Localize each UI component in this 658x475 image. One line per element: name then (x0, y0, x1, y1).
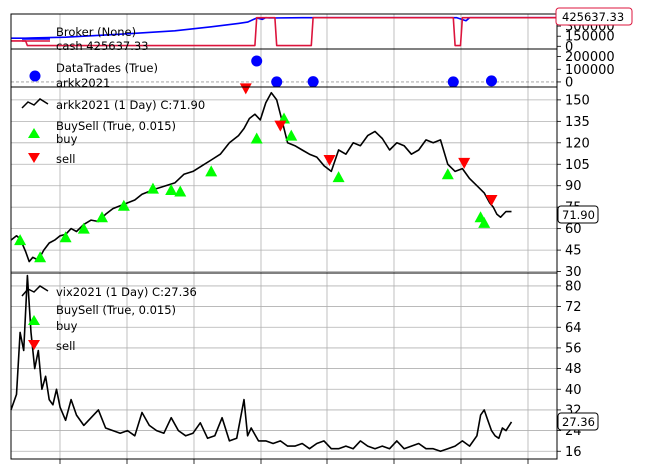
buy-marker (146, 182, 159, 194)
vix-legend: vix2021 (1 Day) C:27.36 BuySell (True, 0… (21, 285, 197, 353)
trade-point (447, 76, 459, 88)
vix-legend-buy: buy (56, 319, 78, 333)
buy-marker (441, 168, 454, 180)
arkk-panel: 1501351201059075604530 (10, 83, 590, 280)
trades-ytick-label: 100000 (565, 63, 615, 78)
broker-legend-cash: cash 425637.33 (56, 39, 149, 53)
broker-value-tag: 425637.33 (555, 7, 633, 26)
arkk-value-tag-text: 71.90 (562, 208, 595, 222)
vix-value-tag: 27.36 (557, 412, 599, 431)
vix-legend-buy-marker (28, 315, 40, 325)
arkk-legend-bs-title: BuySell (True, 0.015) (56, 119, 176, 133)
vix-legend-sell-marker (28, 340, 40, 350)
vix-ytick-label: 72 (565, 300, 582, 315)
arkk-ytick-label: 90 (565, 179, 582, 194)
broker-value-tag-text: 425637.33 (562, 10, 624, 24)
vix-ytick-label: 56 (565, 341, 582, 356)
vix-legend-title: vix2021 (1 Day) C:27.36 (56, 285, 197, 299)
buy-marker (34, 251, 47, 263)
sell-marker (458, 157, 471, 169)
trade-point (485, 75, 497, 87)
vix-ytick-label: 64 (565, 321, 582, 336)
arkk-value-tag: 71.90 (557, 205, 599, 224)
vix-frame (10, 272, 558, 460)
vix-ytick-label: 40 (565, 383, 582, 398)
vix-legend-bs-title: BuySell (True, 0.015) (56, 303, 176, 317)
broker-ytick-label: 0 (565, 40, 573, 55)
trade-point (271, 76, 283, 88)
arkk-ytick-label: 45 (565, 244, 582, 259)
broker-ytick-label: 150000 (565, 30, 615, 45)
buy-marker (14, 234, 27, 246)
trade-point (307, 76, 319, 88)
arkk-legend-buy-marker (28, 128, 40, 138)
buy-marker (117, 199, 130, 211)
arkk-ytick-label: 150 (565, 93, 590, 108)
trades-ytick-label: 0 (565, 75, 573, 90)
broker-series-line (11, 16, 557, 47)
arkk-legend-line (21, 98, 49, 109)
vix-ytick-label: 48 (565, 362, 582, 377)
buy-marker (59, 231, 72, 243)
vix-legend-line (21, 285, 49, 297)
vix-series-line (10, 274, 513, 453)
trades-legend: DataTrades (True) arkk2021 (29, 61, 158, 90)
vix-ytick-label: 80 (565, 279, 582, 294)
trades-ytick-label: 200000 (565, 50, 615, 65)
vix-legend-sell: sell (56, 339, 75, 353)
sell-marker (485, 195, 498, 207)
arkk-ytick-label: 30 (565, 265, 582, 280)
sell-marker (323, 154, 336, 166)
trades-legend-marker (29, 70, 41, 82)
buy-marker (174, 185, 187, 197)
arkk-ytick-label: 135 (565, 115, 590, 130)
arkk-legend-sell: sell (56, 152, 75, 166)
sell-marker (274, 120, 287, 132)
sell-marker (239, 83, 252, 95)
buy-marker (478, 216, 491, 228)
trades-legend-data: arkk2021 (56, 76, 110, 90)
arkk-legend-title: arkk2021 (1 Day) C:71.90 (56, 98, 205, 112)
buy-marker (285, 129, 298, 141)
buy-marker (332, 171, 345, 183)
vix-plot-area (11, 273, 557, 459)
vix-value-tag-text: 27.36 (562, 415, 595, 429)
arkk-series-line (10, 91, 512, 263)
arkk-legend: arkk2021 (1 Day) C:71.90 BuySell (True, … (21, 98, 205, 166)
buy-marker (77, 222, 90, 234)
vix-ytick-label: 16 (565, 445, 582, 460)
arkk-legend-buy: buy (56, 132, 78, 146)
broker-legend-title: Broker (None) (56, 25, 136, 39)
arkk-ytick-label: 120 (565, 136, 590, 151)
trades-legend-title: DataTrades (True) (56, 61, 158, 75)
trade-point (251, 55, 263, 67)
buy-marker (250, 132, 263, 144)
trades-plot-area (11, 49, 557, 87)
buy-marker (165, 184, 178, 196)
arkk-ytick-label: 60 (565, 222, 582, 237)
buy-marker (96, 211, 108, 223)
broker-legend: Broker (None) cash 425637.33 (22, 25, 149, 53)
arkk-ytick-label: 105 (565, 158, 590, 173)
buy-marker (205, 165, 218, 177)
arkk-legend-sell-marker (28, 153, 40, 163)
